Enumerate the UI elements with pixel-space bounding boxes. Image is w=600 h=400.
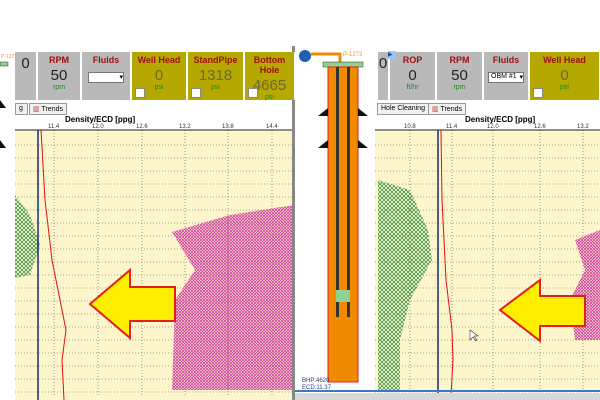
header-value[interactable]: 0 bbox=[21, 55, 30, 72]
header-label: Fluids bbox=[492, 55, 520, 65]
checkbox[interactable] bbox=[135, 88, 145, 98]
header-fluids[interactable]: Fluids ▾ bbox=[82, 52, 131, 100]
arrow-icon bbox=[498, 278, 586, 344]
fracture-gradient-area bbox=[172, 205, 295, 390]
header-value[interactable]: 50 bbox=[50, 67, 68, 84]
header-label: RPM bbox=[49, 55, 69, 65]
header-unit: psi bbox=[154, 84, 164, 91]
header-bottom-hole: Bottom Hole 4665 psi bbox=[245, 52, 295, 101]
tab-trends[interactable]: ▥ Trends bbox=[29, 103, 67, 115]
ecd-curve bbox=[440, 129, 454, 396]
pore-pressure-area bbox=[15, 195, 40, 278]
mouse-cursor-icon bbox=[469, 329, 479, 342]
header-value: 0 bbox=[154, 67, 164, 84]
left-well-label: P-1273 bbox=[1, 54, 18, 60]
ecd-readout: ECD:11.37 bbox=[302, 385, 331, 391]
ecd-curve bbox=[40, 129, 67, 400]
fluids-select[interactable]: OBM #1 ▾ bbox=[488, 72, 524, 83]
header-label: Well Head bbox=[543, 55, 586, 65]
header-standpipe: StandPipe 1318 psi bbox=[188, 52, 244, 100]
chevron-down-icon: ▾ bbox=[519, 74, 523, 81]
checkbox[interactable] bbox=[191, 88, 201, 98]
axis-tick-label: 11.4 bbox=[48, 124, 60, 130]
trends-icon: ▥ bbox=[432, 106, 439, 113]
playback-toolbar bbox=[378, 51, 600, 52]
header-field: 0 bbox=[378, 52, 389, 100]
axis-tick-label: 13.8 bbox=[222, 124, 234, 130]
header-unit: psi bbox=[211, 84, 220, 91]
header-well-head: Well Head 0 psi bbox=[530, 52, 600, 100]
axis-tick-label: 10.8 bbox=[404, 124, 416, 130]
header-label: Bottom Hole bbox=[253, 55, 286, 75]
header-unit: psi bbox=[265, 94, 274, 101]
checkbox[interactable] bbox=[533, 88, 543, 98]
wellbore-diagram bbox=[295, 48, 375, 393]
header-unit: psi bbox=[560, 84, 569, 91]
axis-tick-label: 13.2 bbox=[577, 124, 589, 130]
chevron-down-icon: ▾ bbox=[119, 74, 123, 81]
header-label: Well Head bbox=[137, 55, 181, 65]
right-well-label: P-1273 bbox=[343, 52, 363, 58]
header-value[interactable]: 0 bbox=[378, 55, 388, 72]
tab-hole-cleaning[interactable]: g bbox=[15, 103, 28, 115]
axis-tick-label: 12.6 bbox=[136, 124, 148, 130]
trends-icon: ▥ bbox=[33, 106, 40, 113]
play-button[interactable]: ▶ bbox=[388, 51, 396, 59]
left-chart bbox=[15, 129, 295, 400]
header-rpm: RPM 50 rpm bbox=[437, 52, 483, 100]
header-value: 0 bbox=[560, 67, 569, 84]
pore-pressure-area bbox=[378, 180, 432, 390]
tab-hole-cleaning[interactable]: Hole Cleaning bbox=[377, 103, 429, 115]
axis-tick-label: 12.6 bbox=[534, 124, 546, 130]
right-chart bbox=[375, 129, 600, 396]
header-rop: ROP 0 ft/hr bbox=[390, 52, 436, 100]
axis-tick-label: 12.0 bbox=[487, 124, 499, 130]
tab-trends[interactable]: ▥ Trends bbox=[428, 103, 466, 115]
header-value[interactable]: 0 bbox=[408, 67, 417, 84]
header-unit: rpm bbox=[453, 84, 466, 91]
header-well-head: Well Head 0 psi bbox=[132, 52, 187, 100]
header-fluids[interactable]: Fluids OBM #1 ▾ bbox=[484, 52, 529, 100]
header-value: 1318 bbox=[198, 67, 233, 84]
header-value[interactable]: 50 bbox=[451, 67, 468, 84]
header-label: StandPipe bbox=[193, 55, 238, 65]
header-unit: rpm bbox=[52, 84, 66, 91]
bhp-readout: BHP:4620 bbox=[302, 378, 330, 384]
axis-tick-label: 14.4 bbox=[266, 124, 278, 130]
arrow-icon bbox=[88, 267, 176, 341]
pump-icon bbox=[299, 50, 311, 62]
chart-title: Density/ECD [ppg] bbox=[65, 115, 136, 124]
axis-tick-label: 12.0 bbox=[92, 124, 104, 130]
fluids-select[interactable]: ▾ bbox=[88, 72, 124, 83]
chart-title: Density/ECD [ppg] bbox=[465, 115, 536, 124]
axis-tick-label: 11.4 bbox=[446, 124, 458, 130]
header-label: RPM bbox=[449, 55, 470, 65]
header-field: 0 bbox=[15, 52, 37, 100]
checkbox[interactable] bbox=[248, 88, 258, 98]
header-label: Fluids bbox=[92, 55, 120, 65]
header-label: ROP bbox=[402, 55, 423, 65]
header-unit: ft/hr bbox=[406, 84, 419, 91]
header-rpm: RPM 50 rpm bbox=[38, 52, 81, 100]
axis-tick-label: 13.2 bbox=[179, 124, 191, 130]
header-value: 4665 bbox=[252, 77, 287, 94]
